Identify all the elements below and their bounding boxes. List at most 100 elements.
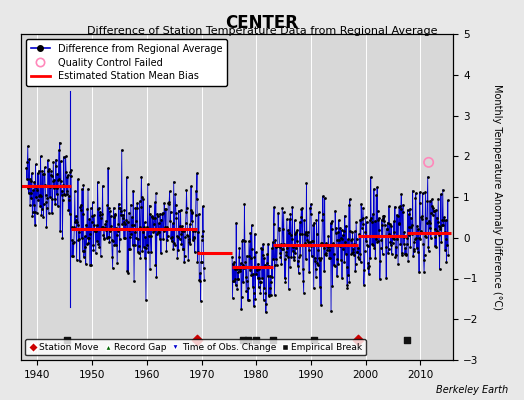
Point [58,234,67,241]
Point [95,244,104,250]
Point [444,197,452,204]
Point [81,243,90,250]
Point [132,235,140,242]
Point [117,208,125,214]
Point [323,247,332,253]
Point [376,258,385,264]
Point [362,238,370,244]
Point [324,233,333,239]
Point [434,223,443,230]
Point [43,195,51,201]
Point [397,206,405,212]
Point [357,201,365,207]
Point [159,236,168,242]
Point [259,241,267,247]
Point [176,236,184,242]
Point [86,230,94,237]
Point [64,207,73,214]
Point [185,239,193,245]
Point [160,200,168,206]
Point [309,222,318,228]
Point [398,252,407,258]
Point [80,248,89,254]
Point [43,205,51,211]
Point [427,210,435,216]
Point [105,238,114,245]
Point [383,225,391,232]
Point [180,259,189,265]
Point [385,231,394,237]
Point [49,159,58,165]
Point [442,217,450,223]
Point [56,228,64,234]
Point [288,204,297,210]
Point [244,297,253,303]
Point [182,209,190,216]
Point [45,210,53,216]
Point [102,227,110,234]
Point [196,298,205,304]
Point [285,286,293,292]
Point [438,217,446,224]
Point [157,250,165,256]
Point [143,242,151,248]
Point [426,220,434,226]
Point [111,210,119,217]
Point [106,213,115,220]
Point [195,278,204,284]
Point [68,224,76,230]
Point [33,187,41,193]
Point [133,205,141,212]
Point [348,250,356,256]
Point [245,252,254,259]
Point [253,267,261,273]
Point [45,166,53,172]
Point [119,215,127,222]
Point [127,201,135,208]
Point [24,185,32,191]
Point [157,216,166,223]
Point [68,237,77,244]
Point [131,205,139,211]
Point [363,243,372,249]
Point [398,250,406,256]
Point [300,289,308,296]
Point [325,254,333,261]
Point [312,274,320,280]
Point [23,159,31,165]
Point [148,214,157,220]
Point [154,229,162,235]
Point [418,213,427,220]
Point [120,235,128,241]
Point [110,205,118,211]
Point [308,238,316,244]
Point [440,217,448,223]
Point [303,232,311,238]
Point [99,224,107,230]
Point [359,204,367,211]
Point [149,228,157,235]
Point [159,228,168,234]
Point [67,172,75,179]
Point [78,235,86,241]
Point [94,241,103,248]
Point [184,233,192,240]
Point [50,185,58,192]
Point [404,258,412,264]
Point [370,218,379,224]
Point [272,244,280,250]
Point [79,211,87,217]
Point [193,170,201,176]
Point [275,227,283,233]
Point [437,191,445,197]
Point [403,234,411,241]
Point [115,248,124,254]
Point [24,143,32,150]
Point [29,209,37,216]
Point [231,276,239,282]
Point [310,255,319,262]
Point [372,236,380,242]
Point [255,275,264,281]
Point [391,244,400,250]
Point [137,203,145,210]
